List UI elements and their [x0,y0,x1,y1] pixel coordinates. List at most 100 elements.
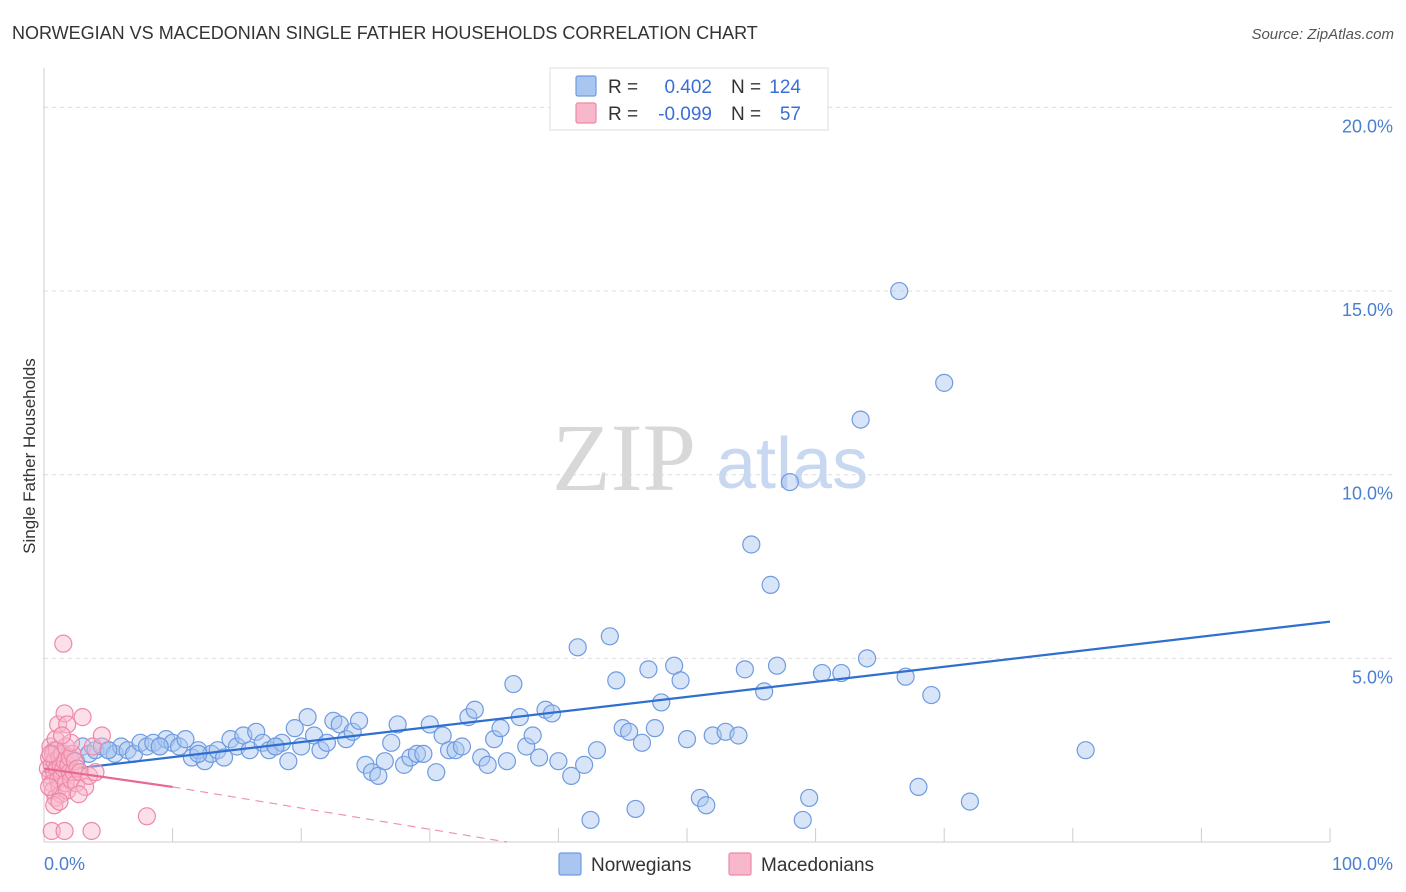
norwegians-point [575,755,594,774]
macedonians-point [137,807,156,826]
macedonians-point [54,634,73,653]
norwegians-point [279,752,298,771]
y-tick-label: 10.0% [1342,484,1393,504]
norwegians-point [780,472,799,492]
norwegians-point [298,708,317,727]
legend-r-value-norwegians: 0.402 [664,77,712,98]
series-layer [38,281,1331,843]
legend-n-value-norwegians: 124 [769,77,801,98]
y-axis-label: Single Father Households [20,358,39,554]
norwegians-point [472,748,491,767]
norwegians-point [562,766,581,785]
norwegians-trend-line [43,620,1331,774]
norwegians-point [452,737,472,756]
norwegians-point [652,693,671,712]
y-tick-label: 20.0% [1342,116,1393,136]
norwegians-point [478,755,497,774]
norwegians-point [729,726,748,745]
norwegians-point [517,737,536,756]
norwegians-point [311,741,330,760]
norwegians-point [626,799,645,819]
legend-n-label-macedonians: N = [731,104,761,125]
macedonians-point [42,821,61,841]
norwegians-point [645,719,664,738]
macedonians-point [52,726,72,745]
macedonians-point [41,744,60,763]
norwegians-point [755,682,774,701]
norwegians-point [414,744,433,763]
norwegians-point [793,810,812,830]
norwegians-point [356,755,375,774]
norwegians-point [497,752,517,771]
macedonians-point [86,763,105,782]
norwegians-point [800,788,819,808]
macedonians-point [55,704,74,723]
watermark-atlas: atlas [716,424,868,504]
norwegians-point [427,763,446,782]
norwegians-point [677,730,697,749]
chart-title: NORWEGIAN VS MACEDONIAN SINGLE FATHER HO… [12,23,758,43]
macedonians-point [69,785,88,804]
macedonians-point [55,821,74,841]
watermark-zip: ZIP [552,404,696,511]
norwegians-point [549,752,568,771]
norwegians-point [935,373,954,392]
macedonians-point [82,821,101,841]
norwegians-point [150,737,169,756]
macedonians-trend-extension [172,786,508,843]
norwegians-point [587,741,607,760]
norwegians-point [639,660,658,679]
macedonians-point [76,777,95,797]
axes: 5.0% 10.0% 15.0% 20.0% 0.0% 100.0% [43,68,1393,874]
norwegians-point [214,748,234,767]
norwegians-point [671,671,690,690]
x-tick-label: 0.0% [44,854,85,874]
source-label: Source: ZipAtlas.com [1251,26,1394,43]
legend-swatch-macedonians [575,102,597,124]
norwegians-point [382,733,401,752]
bottom-legend-swatch-norwegians [558,852,582,876]
macedonians-point [73,708,92,727]
norwegians-point [285,719,304,738]
macedonians-point [58,715,77,734]
norwegians-point [607,671,626,690]
norwegians-point [420,715,439,734]
norwegians-point [909,777,928,797]
y-tick-label: 15.0% [1342,300,1393,320]
norwegians-point [581,810,600,830]
norwegians-point [337,730,356,749]
norwegians-point [530,748,549,767]
norwegians-point [407,744,427,763]
legend-n-value-macedonians: 57 [780,104,801,125]
norwegians-point [485,730,504,749]
macedonians-point [65,752,84,771]
series-norwegians [43,281,1331,830]
norwegians-point [247,722,266,741]
norwegians-point [491,719,510,738]
macedonians-point [40,777,59,797]
legend: R = 0.402 N = 124 R = -0.099 N = 57 [549,67,829,131]
norwegians-point [890,281,909,301]
norwegians-point [169,737,189,756]
bottom-legend-label-norwegians: Norwegians [591,855,691,876]
norwegians-point [1076,741,1095,760]
macedonians-trend-line [43,767,173,788]
norwegians-point [812,663,832,683]
norwegians-point [600,627,619,646]
y-tick-label: 5.0% [1352,667,1393,687]
norwegians-point [620,722,639,741]
x-tick-label: 100.0% [1332,854,1393,874]
bottom-legend-label-macedonians: Macedonians [761,855,874,876]
watermark: ZIP atlas [552,404,868,511]
norwegians-point [960,792,980,811]
norwegians-point [851,410,870,429]
norwegians-point [176,730,195,749]
norwegians-point [922,685,941,705]
norwegians-point [523,726,542,745]
norwegians-point [735,660,754,679]
norwegians-point [761,575,780,594]
macedonians-point [92,726,111,745]
series-macedonians [38,634,508,843]
norwegians-point [767,656,787,675]
